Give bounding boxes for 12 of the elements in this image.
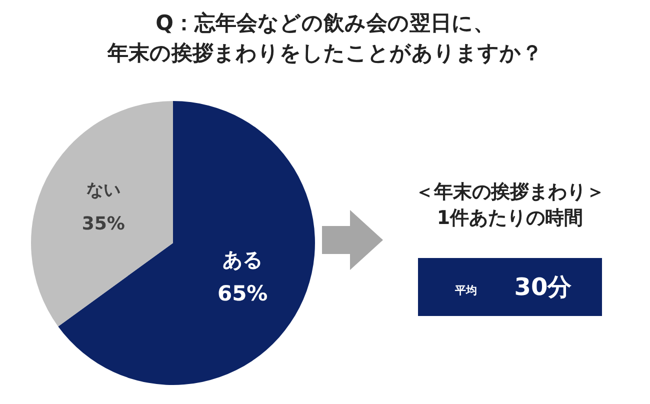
- slice-label: ある: [222, 247, 263, 272]
- pie-slice: [58, 101, 315, 385]
- text: ＜年末の挨拶まわり＞: [415, 181, 605, 203]
- pie-slice: [31, 101, 173, 326]
- text: 30分: [514, 273, 573, 301]
- data-label: 65%: [217, 281, 268, 306]
- chart-title: Q：忘年会などの飲み会の翌日に、: [156, 11, 494, 35]
- slice-label: ない: [86, 180, 120, 201]
- chart-subtitle: 年末の挨拶まわりをしたことがありますか？: [106, 41, 542, 65]
- data-label: 35%: [82, 214, 125, 235]
- text: 平均: [454, 284, 477, 297]
- text: 1件あたりの時間: [436, 207, 584, 229]
